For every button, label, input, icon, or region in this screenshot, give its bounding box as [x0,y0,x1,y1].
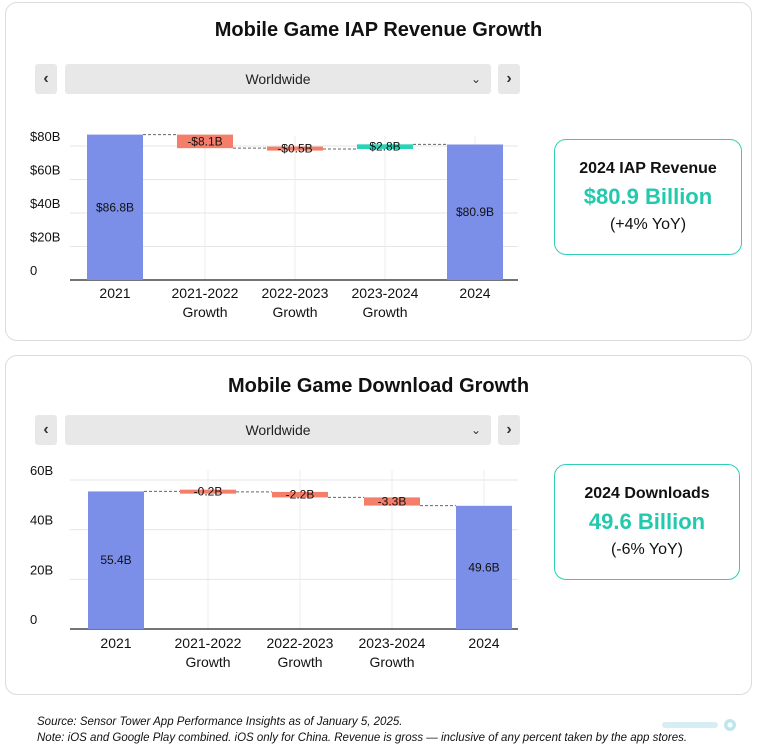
revenue-summary-title: 2024 IAP Revenue [579,160,717,177]
downloads-prev-button[interactable]: ‹ [35,415,57,445]
revenue-summary-value: $80.9 Billion [583,184,713,209]
revenue-prev-button[interactable]: ‹ [35,64,57,94]
source-note: Source: Sensor Tower App Performance Ins… [37,716,403,728]
revenue-region-select[interactable]: Worldwide ⌄ [65,64,491,94]
downloads-summary-title: 2024 Downloads [584,485,710,502]
downloads-region-select[interactable]: Worldwide ⌄ [65,415,491,445]
logo-watermark [662,719,736,731]
revenue-card: Mobile Game IAP Revenue Growth ‹ Worldwi… [5,2,752,341]
footer: Source: Sensor Tower App Performance Ins… [37,714,687,746]
revenue-summary-change: (+4% YoY) [609,216,687,233]
downloads-card: Mobile Game Download Growth ‹ Worldwide … [5,355,752,695]
downloads-summary-change: (-6% YoY) [610,541,684,558]
chevron-down-icon: ⌄ [470,423,481,437]
revenue-next-button[interactable]: › [498,64,520,94]
data-note: Note: iOS and Google Play combined. iOS … [37,732,688,744]
revenue-region-label: Worldwide [245,71,311,87]
downloads-summary-value: 49.6 Billion [588,509,706,534]
downloads-next-button[interactable]: › [498,415,520,445]
chevron-down-icon: ⌄ [470,72,481,86]
downloads-summary-box: 2024 Downloads 49.6 Billion (-6% YoY) [554,464,740,580]
revenue-summary-box: 2024 IAP Revenue $80.9 Billion (+4% YoY) [554,139,742,255]
downloads-region-label: Worldwide [245,422,311,438]
revenue-card-title: Mobile Game IAP Revenue Growth [214,19,543,41]
downloads-card-title: Mobile Game Download Growth [227,375,530,397]
